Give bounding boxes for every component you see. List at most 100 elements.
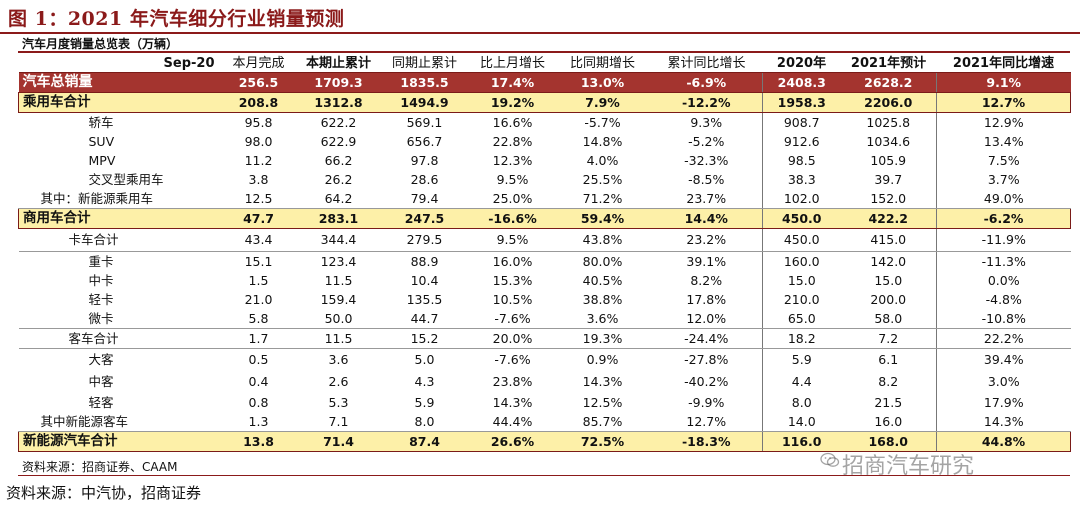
table-cell: 12.9% (936, 112, 1071, 132)
table-cell: 8.2 (878, 374, 899, 389)
table-cell: 12.3% (492, 153, 533, 168)
table-cell: 3.6 (328, 352, 349, 367)
table-cell: 28.6 (410, 172, 439, 187)
table-cell: -6.9% (650, 72, 763, 93)
table-cell: 14.3% (582, 374, 623, 389)
table-cell: 23.7% (650, 189, 763, 209)
table-cell: 4.4 (762, 371, 841, 393)
watermark-text: 招商汽车研究 (842, 454, 975, 479)
table-cell: 88.9 (410, 254, 439, 269)
table-cell: 85.7% (554, 412, 651, 432)
table-cell: 8.0 (762, 393, 841, 412)
header-cell: 比同期增长 (569, 56, 635, 71)
header-cell: 2021年同比增速 (952, 56, 1055, 71)
table-cell: 65.0 (762, 309, 841, 329)
table-cell: 8.2% (690, 273, 723, 288)
table-cell: 5.3 (328, 395, 349, 410)
table-cell: 9.1% (936, 72, 1071, 93)
table-row: 其中新能源客车 1.3 7.1 8.0 44.4% 85.7% 12.7% 14.0 16.0 1… (18, 412, 1071, 432)
table-cell: 10.4 (410, 273, 439, 288)
table-cell: 12.7% (650, 412, 763, 432)
table-cell: -27.8% (684, 352, 729, 367)
table-cell: 210.0 (762, 290, 841, 309)
table-cell: -5.7% (584, 115, 621, 130)
table-cell: 7.2 (840, 328, 937, 349)
table-cell: 15.2 (378, 328, 471, 349)
table-cell: 1.3 (218, 412, 299, 432)
table-cell: 16.6% (492, 115, 533, 130)
table-cell: 7.5% (936, 151, 1071, 170)
table-cell: 44.8% (936, 431, 1071, 452)
table-cell: 17.9% (936, 393, 1071, 412)
table-cell: -4.8% (936, 290, 1071, 309)
table-cell: 422.2 (840, 208, 937, 229)
table-row: 轻客 0.8 5.3 5.9 14.3% 12.5% -9.9% 8.0 21.5 17.9% (19, 393, 1071, 412)
table-cell: 39.7 (874, 172, 903, 187)
table-cell: 2206.0 (840, 92, 937, 113)
table-cell: 66.2 (324, 153, 353, 168)
table-cell: 22.2% (936, 328, 1071, 349)
header-period: Sep-20 (163, 56, 215, 71)
row-label: 交叉型乘用车 (88, 172, 164, 187)
table-cell: 9.5% (470, 228, 555, 252)
table-cell: 11.5 (324, 273, 353, 288)
table-cell: -40.2% (684, 374, 729, 389)
table-cell: 5.8 (218, 309, 299, 329)
table-cell: 256.5 (218, 72, 299, 93)
table-cell: -16.6% (470, 208, 555, 229)
table-cell: 39.4% (936, 348, 1071, 371)
table-cell: 1835.5 (378, 72, 471, 93)
table-cell: 116.0 (762, 431, 841, 452)
table-row: 中客 0.4 2.6 4.3 23.8% 14.3% -40.2% 4.4 8.2 3.0% (19, 371, 1071, 393)
row-label: 中客 (88, 374, 114, 389)
row-label: 其中：新能源乘用车 (18, 189, 219, 209)
figure-source-note: 资料来源：中汽协，招商证券 (6, 484, 202, 502)
table-cell: -11.9% (936, 228, 1071, 252)
table-cell: 622.9 (320, 134, 357, 149)
table-row: 乘用车合计 208.8 1312.8 1494.9 19.2% 7.9% -12.2% 195… (18, 92, 1071, 113)
table-row: 汽车总销量 256.5 1709.3 1835.5 17.4% 13.0% -6.9% 240… (18, 72, 1071, 93)
table-cell: 0.5 (248, 352, 269, 367)
table-cell: 247.5 (378, 208, 471, 229)
table-cell: 25.0% (470, 189, 555, 209)
table-cell: -11.3% (936, 251, 1071, 271)
table-row: 中卡 1.5 11.5 10.4 15.3% 40.5% 8.2% 15.0 15.0 0.0% (19, 271, 1071, 290)
table-cell: 50.0 (298, 309, 379, 329)
table-cell: 38.8% (582, 292, 623, 307)
row-label: 客车合计 (18, 328, 219, 349)
table-title: 汽车月度销量总览表（万辆） (22, 37, 179, 51)
table-cell: 26.2 (324, 172, 353, 187)
table-cell: 13.0% (554, 72, 651, 93)
table-cell: 18.2 (762, 328, 841, 349)
table-cell: 4.3 (414, 374, 435, 389)
table-cell: -32.3% (684, 153, 729, 168)
table-cell: 450.0 (762, 208, 841, 229)
table-cell: 105.9 (870, 153, 907, 168)
table-row: 微卡 5.8 50.0 44.7 -7.6% 3.6% 12.0% 65.0 58.0 -10.8… (18, 309, 1071, 329)
table-cell: 98.0 (244, 134, 273, 149)
table-cell: 0.0% (936, 271, 1071, 290)
table-cell: 1034.6 (866, 134, 911, 149)
table-source-note: 资料来源：招商证券、CAAM (22, 460, 178, 474)
sales-table: Sep-20 本月完成 本期止累计 同期止累计 比上月增长 比同期增长 累计同比… (18, 55, 1071, 452)
table-cell: 3.6% (554, 309, 651, 329)
table-cell: 13.8 (218, 431, 299, 452)
table-row: 轻卡 21.0 159.4 135.5 10.5% 38.8% 17.8% 210.0 200.… (19, 290, 1071, 309)
table-cell: 12.5 (218, 189, 299, 209)
table-cell: 12.7% (936, 92, 1071, 113)
table-cell: 7.1 (298, 412, 379, 432)
table-cell: 1025.8 (866, 115, 911, 130)
row-label: 大客 (88, 352, 114, 367)
table-cell: 64.2 (298, 189, 379, 209)
table-cell: 20.0% (470, 328, 555, 349)
table-cell: -8.5% (688, 172, 725, 187)
table-cell: 160.0 (762, 251, 841, 271)
header-cell: 同期止累计 (391, 56, 457, 71)
table-cell: 15.1 (244, 254, 273, 269)
row-label: 微卡 (18, 309, 219, 329)
table-cell: 2.6 (328, 374, 349, 389)
table-cell: 14.0 (762, 412, 841, 432)
table-row: 交叉型乘用车 3.8 26.2 28.6 9.5% 25.5% -8.5% 38.3 39.7 3… (19, 170, 1071, 189)
table-row: 新能源汽车合计 13.8 71.4 87.4 26.6% 72.5% -18.3% 116.0… (18, 431, 1071, 452)
table-cell: 11.5 (298, 328, 379, 349)
